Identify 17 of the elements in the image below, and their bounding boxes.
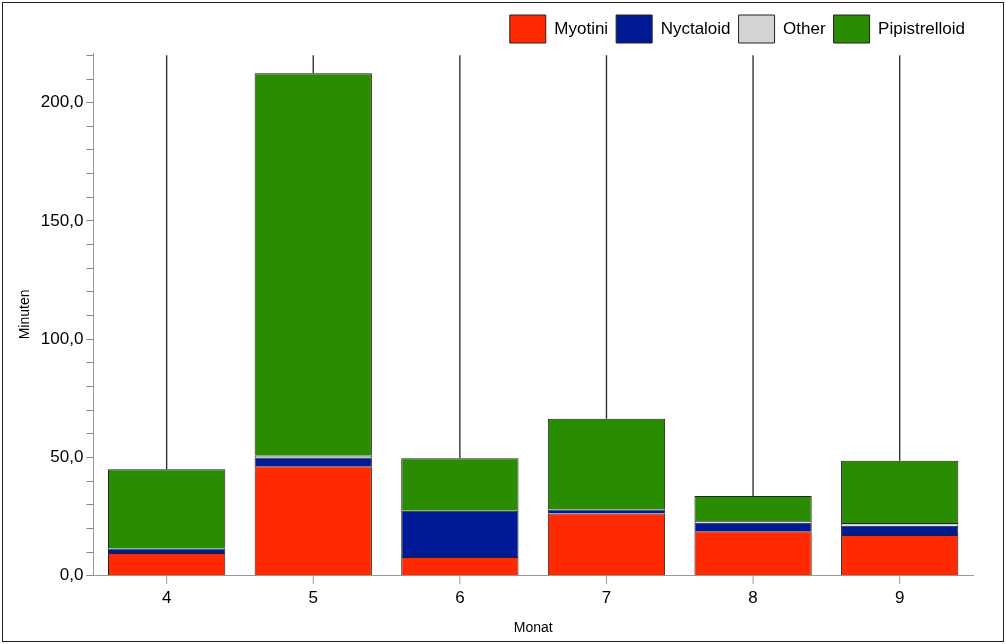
legend-label: Pipistrelloid — [878, 18, 966, 38]
legend-label: Myotini — [554, 18, 609, 38]
y-tick-label: 200,0 — [40, 92, 84, 112]
y-tick-label: 0,0 — [59, 565, 84, 585]
x-tick-label: 9 — [894, 587, 905, 607]
x-tick-label: 5 — [308, 587, 318, 607]
x-tick-label: 8 — [748, 587, 758, 607]
y-tick-label: 100,0 — [40, 328, 84, 348]
x-tick-label: 4 — [161, 587, 172, 607]
x-axis-title: Monat — [513, 619, 553, 636]
legend-label: Other — [783, 18, 826, 38]
x-tick-label: 7 — [601, 587, 612, 607]
x-tick-label: 6 — [455, 587, 465, 607]
y-axis-title: Minuten — [16, 289, 33, 340]
y-tick-label: 150,0 — [40, 210, 84, 230]
legend-label: Nyctaloid — [660, 18, 731, 38]
y-tick-label: 50,0 — [50, 447, 84, 467]
